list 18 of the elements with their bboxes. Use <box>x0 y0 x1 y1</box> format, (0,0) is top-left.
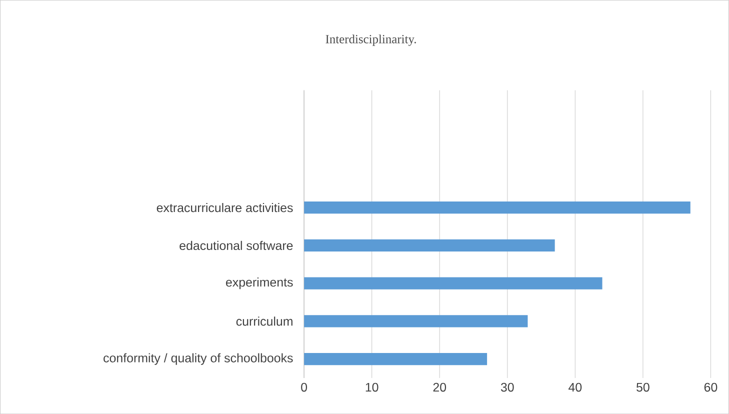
x-tick-label: 50 <box>636 382 650 392</box>
bar <box>304 277 602 290</box>
y-tick-label: extracurriculare activities <box>156 202 293 212</box>
y-tick-label: conformity / quality of schoolbooks <box>104 353 293 365</box>
x-tick-label: 0 <box>301 382 308 392</box>
y-tick-label: edacutional software <box>180 240 293 250</box>
x-tick-label: 30 <box>500 382 514 392</box>
y-tick-label: experiments <box>226 277 293 290</box>
bar <box>304 239 555 252</box>
x-tick-label: 60 <box>704 382 718 392</box>
chart-title: Interdisciplinarity. <box>326 34 416 46</box>
y-tick-label: curriculum <box>236 316 292 326</box>
bar <box>304 315 528 328</box>
bar <box>304 201 690 214</box>
x-tick-label: 40 <box>568 382 582 392</box>
bar <box>304 352 488 366</box>
x-tick-label: 20 <box>433 382 446 392</box>
x-tick-label: 10 <box>366 382 378 392</box>
